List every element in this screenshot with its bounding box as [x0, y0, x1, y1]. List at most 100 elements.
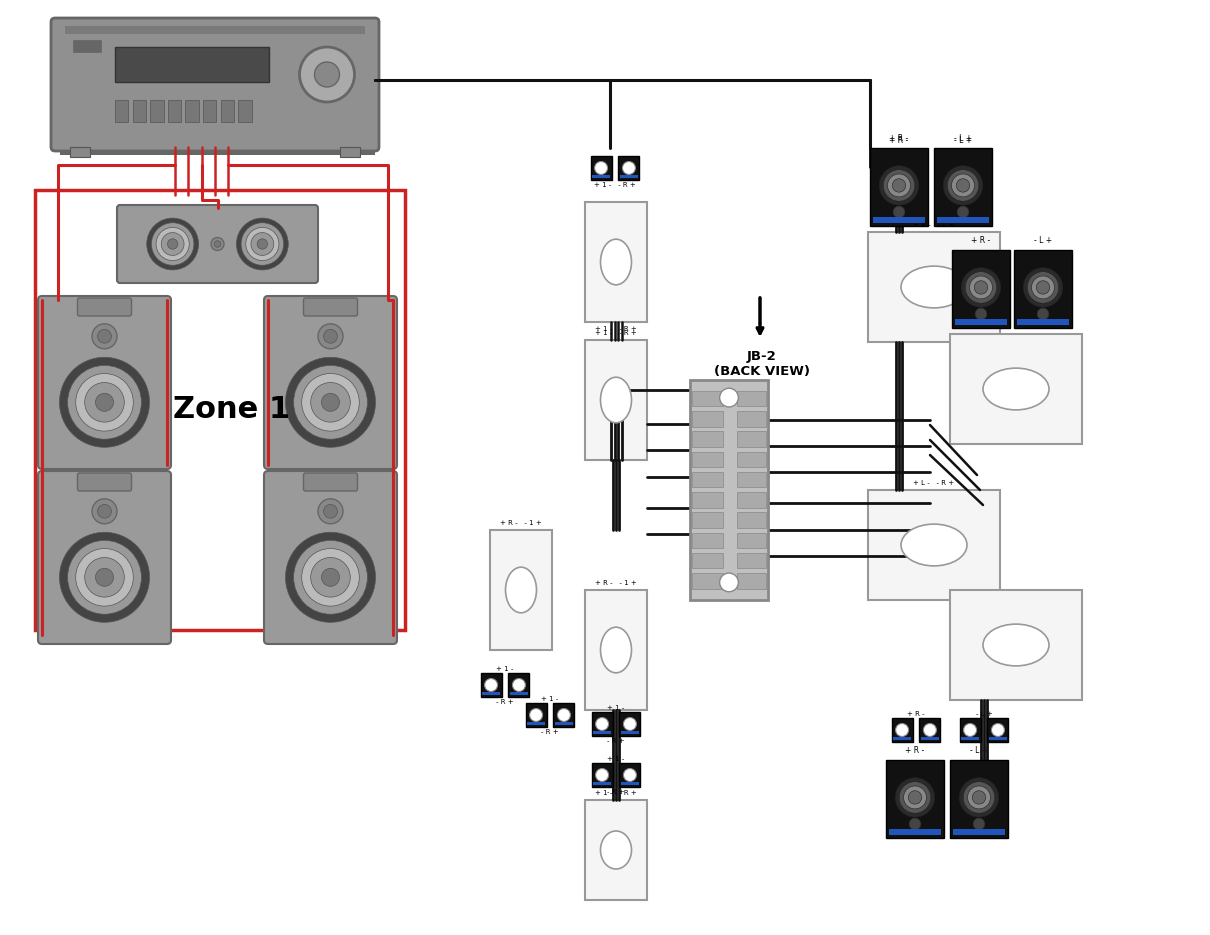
Circle shape [322, 394, 340, 411]
Circle shape [161, 233, 184, 255]
Circle shape [323, 329, 338, 343]
Circle shape [318, 498, 342, 524]
Circle shape [318, 324, 342, 349]
Bar [921, 737, 939, 741]
Circle shape [214, 240, 220, 247]
Circle shape [1036, 280, 1050, 295]
Circle shape [961, 267, 1001, 308]
Circle shape [323, 504, 338, 518]
Bar [508, 673, 530, 697]
Text: - R +: - R + [541, 729, 559, 736]
Bar [620, 175, 639, 179]
Bar [737, 431, 766, 447]
Bar [35, 190, 405, 630]
Ellipse shape [983, 368, 1049, 410]
Bar [955, 319, 1007, 324]
Circle shape [286, 532, 375, 623]
Bar [893, 737, 911, 741]
Bar [987, 718, 1008, 742]
Bar [1014, 250, 1072, 328]
Bar [737, 492, 766, 508]
Circle shape [311, 382, 351, 422]
FancyBboxPatch shape [38, 471, 171, 644]
Bar [592, 712, 612, 736]
Text: + R -: + R - [889, 136, 909, 145]
Bar [593, 782, 611, 785]
Bar [1016, 319, 1070, 324]
Bar [618, 156, 639, 180]
Text: - R +: - R + [607, 789, 624, 796]
Circle shape [893, 206, 905, 218]
Circle shape [68, 540, 142, 614]
Circle shape [963, 782, 995, 813]
Bar [620, 763, 640, 787]
Circle shape [250, 233, 273, 255]
Text: + R -: + R - [905, 746, 924, 755]
Bar [584, 590, 647, 710]
Text: - L +: - L + [953, 134, 972, 143]
Circle shape [301, 549, 359, 606]
Bar [553, 703, 575, 727]
Bar [737, 391, 766, 407]
Bar [168, 99, 182, 122]
Bar [737, 512, 766, 528]
Circle shape [96, 568, 114, 586]
Circle shape [76, 549, 133, 606]
Bar [934, 148, 992, 226]
Bar [950, 334, 1082, 444]
Bar [621, 731, 639, 734]
Bar [870, 148, 928, 226]
FancyBboxPatch shape [51, 18, 379, 151]
Circle shape [904, 786, 927, 809]
Ellipse shape [901, 525, 967, 566]
Bar [584, 800, 647, 900]
Text: + 1 -   - R +: + 1 - - R + [594, 182, 636, 188]
Bar [70, 147, 90, 157]
Circle shape [595, 717, 609, 730]
Ellipse shape [901, 266, 967, 308]
Bar [690, 380, 768, 600]
Circle shape [286, 357, 375, 447]
Bar [960, 718, 980, 742]
Text: + R -: + R - [972, 236, 991, 245]
Circle shape [211, 237, 224, 251]
Bar [525, 703, 547, 727]
Circle shape [888, 174, 910, 197]
Circle shape [98, 504, 111, 518]
Circle shape [167, 238, 178, 250]
Circle shape [960, 778, 998, 817]
Bar [737, 452, 766, 468]
Text: + 1 -   - R +: + 1 - - R + [595, 790, 636, 796]
Circle shape [85, 557, 125, 597]
Text: - L +: - L + [970, 746, 989, 755]
Bar [989, 737, 1007, 741]
Bar [950, 760, 1008, 838]
Bar [590, 156, 611, 180]
Text: + R -: + R - [908, 711, 924, 717]
Bar [952, 250, 1010, 328]
Bar [692, 573, 724, 588]
Text: + 1 -   - R +: + 1 - - R + [595, 326, 636, 332]
Ellipse shape [600, 831, 632, 869]
Bar [937, 217, 989, 223]
Bar [526, 722, 546, 726]
Circle shape [92, 324, 117, 349]
Circle shape [973, 791, 986, 804]
Circle shape [85, 382, 125, 422]
Bar [692, 512, 724, 528]
Bar [692, 533, 724, 548]
Bar [554, 722, 574, 726]
Bar [692, 411, 724, 426]
Circle shape [1024, 267, 1062, 308]
Text: + 1 -: + 1 - [496, 666, 514, 672]
Circle shape [974, 280, 987, 295]
FancyBboxPatch shape [38, 296, 171, 469]
Circle shape [944, 165, 983, 205]
Circle shape [892, 179, 906, 193]
Bar [889, 828, 941, 835]
Bar [950, 590, 1082, 700]
Bar [737, 553, 766, 568]
FancyBboxPatch shape [77, 473, 132, 491]
Bar [737, 573, 766, 588]
Circle shape [963, 724, 976, 737]
